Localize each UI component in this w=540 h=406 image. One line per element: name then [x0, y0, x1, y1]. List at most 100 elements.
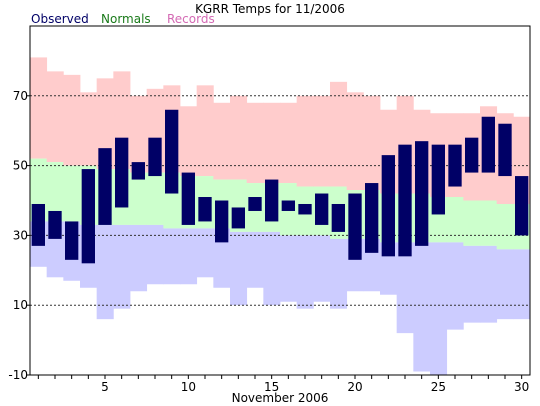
x-tick-label: 20	[347, 380, 362, 394]
observed-bar	[381, 155, 395, 257]
record-low-band	[196, 228, 214, 278]
observed-bar	[198, 197, 212, 222]
observed-bar	[65, 221, 79, 260]
legend-records: Records	[167, 12, 215, 26]
x-tick-label: 25	[431, 380, 446, 394]
observed-bar	[31, 203, 45, 246]
x-tick-label: 10	[181, 380, 196, 394]
observed-bar	[415, 141, 429, 246]
observed-bar	[331, 203, 345, 232]
observed-bar	[298, 203, 312, 215]
record-low-band	[96, 224, 114, 320]
record-low-band	[113, 224, 131, 309]
observed-bar	[481, 116, 495, 173]
record-high-band	[263, 102, 281, 184]
observed-bar	[431, 144, 445, 215]
observed-bar	[448, 144, 462, 187]
record-low-band	[313, 235, 331, 302]
record-low-band	[413, 242, 431, 372]
x-tick-label: 30	[514, 380, 529, 394]
record-low-band	[263, 231, 281, 306]
record-high-band	[230, 95, 248, 180]
record-high-band	[46, 71, 64, 163]
legend-normals: Normals	[101, 12, 151, 26]
record-high-band	[130, 95, 148, 173]
observed-bar	[165, 109, 179, 194]
record-high-band	[313, 95, 331, 187]
gridlines	[30, 95, 530, 306]
record-high-band	[213, 102, 231, 180]
record-low-band	[430, 242, 448, 375]
observed-bar	[281, 200, 295, 211]
y-tick-label: 10	[13, 298, 28, 312]
x-tick-label: 5	[101, 380, 109, 394]
observed-bar	[248, 197, 262, 211]
observed-bars	[31, 109, 529, 264]
record-high-band	[296, 95, 314, 187]
record-high-band	[180, 106, 198, 177]
record-low-band	[146, 224, 164, 285]
observed-bar	[98, 148, 112, 225]
x-tick-label: 15	[264, 380, 279, 394]
record-low-band	[446, 242, 464, 330]
y-tick-label: 70	[13, 89, 28, 103]
plot-frame	[29, 25, 531, 376]
normal-band	[130, 172, 148, 225]
record-low-band	[396, 242, 414, 334]
observed-bar	[315, 193, 329, 225]
record-high-band	[346, 92, 364, 191]
record-low-band	[213, 228, 231, 288]
record-high-band	[80, 92, 98, 166]
normal-band	[46, 162, 64, 222]
y-tick-label: 30	[13, 228, 28, 242]
record-high-band	[330, 81, 348, 187]
observed-bar	[231, 207, 245, 229]
observed-bar	[115, 137, 129, 208]
record-low-band	[280, 235, 298, 302]
record-low-band	[246, 231, 264, 288]
x-axis-label: November 2006	[232, 391, 329, 405]
observed-bar	[398, 144, 412, 257]
observed-bar	[215, 200, 229, 243]
record-low-band	[180, 228, 198, 285]
record-low-band	[130, 224, 148, 292]
record-high-band	[30, 57, 48, 159]
record-low-band	[480, 245, 498, 323]
observed-bar	[348, 193, 362, 260]
record-high-band	[363, 95, 381, 191]
y-tick-label: -10	[8, 368, 28, 382]
observed-bar	[81, 169, 95, 264]
y-tick-label: 50	[13, 159, 28, 173]
record-high-band	[96, 78, 114, 170]
observed-bar	[148, 137, 162, 177]
chart-title: KGRR Temps for 11/2006	[195, 2, 345, 16]
normal-band	[146, 172, 164, 225]
observed-bar	[365, 183, 379, 253]
legend: Observed Normals Records	[31, 12, 215, 26]
record-low-band	[230, 231, 248, 306]
observed-bar	[498, 123, 512, 177]
record-high-band	[246, 102, 264, 184]
observed-bar	[131, 162, 145, 180]
normal-band	[463, 200, 481, 246]
record-low-band	[163, 228, 181, 285]
record-low-band	[513, 249, 531, 320]
x-axis: 5 10 15 20 25 30	[37, 375, 529, 394]
y-axis: -10 10 30 50 70	[8, 89, 30, 382]
record-low-band	[463, 245, 481, 323]
record-low-band	[296, 235, 314, 309]
observed-bar	[515, 176, 529, 236]
normal-band	[480, 200, 498, 246]
observed-bar	[265, 179, 279, 222]
observed-bar	[181, 172, 195, 225]
legend-observed: Observed	[31, 12, 89, 26]
observed-bar	[465, 137, 479, 173]
record-low-band	[330, 238, 348, 309]
normal-band	[446, 197, 464, 243]
normal-band	[496, 203, 514, 250]
record-low-band	[496, 249, 514, 320]
record-high-band	[196, 85, 214, 177]
record-high-band	[63, 74, 81, 166]
observed-bar	[48, 210, 62, 239]
